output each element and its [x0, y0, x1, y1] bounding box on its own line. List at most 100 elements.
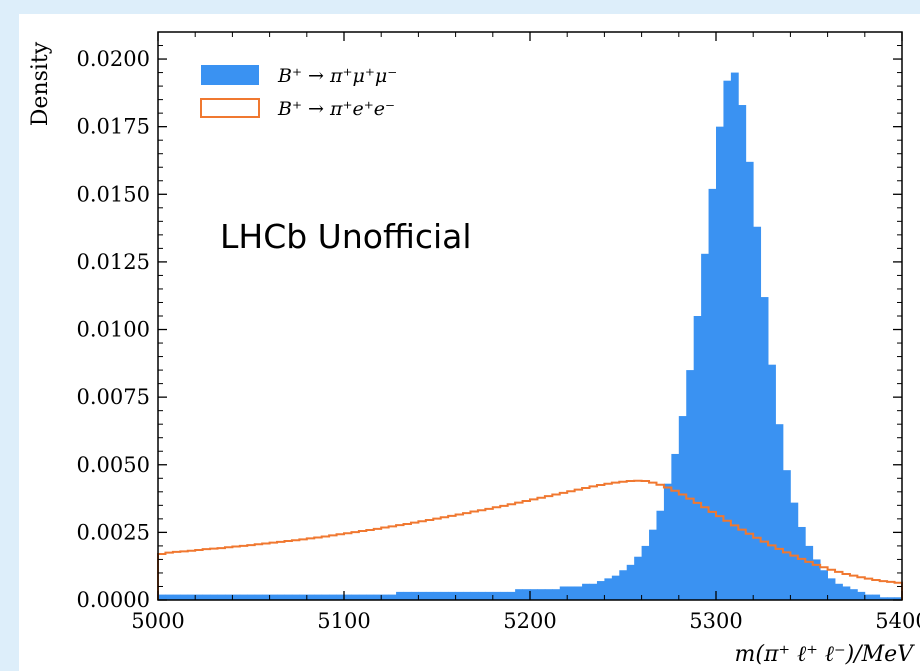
histogram-bar — [708, 188, 717, 600]
histogram-bar — [872, 594, 881, 600]
histogram-bar — [530, 589, 538, 600]
histogram-bar — [321, 594, 330, 600]
histogram-bar — [425, 591, 434, 600]
y-tick-label: 0.0100 — [77, 318, 150, 342]
histogram-bar — [649, 529, 657, 600]
muon-histogram-bars — [158, 72, 903, 601]
histogram-bar — [247, 594, 256, 600]
y-tick-label: 0.0075 — [77, 385, 150, 409]
histogram-bar — [812, 559, 821, 600]
histogram-bar — [165, 594, 174, 600]
histogram-bar — [336, 594, 345, 600]
histogram-bar — [611, 575, 620, 600]
x-tick-label: 5300 — [689, 609, 742, 633]
histogram-bar — [477, 591, 486, 600]
histogram-bar — [314, 594, 323, 600]
histogram-bar — [827, 578, 836, 600]
histogram-bar — [433, 591, 442, 600]
x-tick-label: 5100 — [317, 609, 370, 633]
histogram-bar — [820, 570, 828, 600]
histogram-bar — [388, 594, 397, 600]
x-tick-label: 5200 — [503, 609, 556, 633]
histogram-bar — [835, 583, 843, 600]
histogram-bar — [440, 591, 449, 600]
electron-histogram-step — [157, 479, 903, 600]
histogram-bar — [537, 589, 546, 600]
histogram-bar — [217, 594, 226, 600]
histogram-bar — [224, 594, 233, 600]
histogram-bar — [842, 586, 851, 600]
histogram-bar — [634, 556, 642, 600]
histogram-bar — [887, 597, 895, 600]
histogram-bar — [351, 594, 360, 600]
histogram-bar — [753, 226, 762, 600]
histogram-bar — [589, 583, 598, 600]
legend-swatch-electron — [200, 98, 260, 118]
histogram-bar — [418, 591, 427, 600]
histogram-bar — [366, 594, 375, 600]
histogram-bar — [864, 594, 873, 600]
histogram-bar — [262, 594, 270, 600]
histogram-bar — [701, 253, 709, 601]
histogram-bar — [686, 370, 695, 600]
histogram-bar — [574, 586, 583, 600]
histogram-bar — [187, 594, 196, 600]
histogram-bar — [730, 72, 739, 601]
histogram-bar — [656, 510, 665, 600]
histogram-bar — [277, 594, 285, 600]
watermark-text: LHCb Unofficial — [220, 217, 472, 256]
histogram-bar — [299, 594, 308, 600]
histogram-bar — [567, 586, 576, 600]
histogram-bar — [619, 570, 628, 600]
histogram-bar — [448, 591, 456, 600]
histogram-bar — [775, 424, 784, 600]
histogram-bar — [180, 594, 189, 600]
histogram-bar — [254, 594, 263, 600]
histogram-bar — [358, 594, 367, 600]
histogram-bar — [879, 597, 888, 600]
histogram-bar — [604, 578, 613, 600]
histogram-bar — [373, 594, 382, 600]
histogram-bar — [663, 483, 672, 600]
histogram-bar — [544, 589, 553, 600]
histogram-bar — [626, 564, 635, 600]
histogram-bar — [284, 594, 293, 600]
y-tick-label: 0.0025 — [77, 520, 150, 544]
y-tick-label: 0.0000 — [77, 588, 150, 612]
histogram-bar — [797, 526, 806, 600]
histogram-bar — [306, 594, 315, 600]
histogram-bar — [210, 594, 218, 600]
histogram-bar — [455, 591, 464, 600]
histogram-bar — [507, 591, 516, 600]
histogram-bar — [678, 416, 687, 600]
histogram-bar — [470, 591, 479, 600]
y-tick-label: 0.0125 — [77, 250, 150, 274]
y-tick-label: 0.0150 — [77, 182, 150, 206]
histogram-bar — [269, 594, 278, 600]
histogram-bar — [738, 105, 747, 601]
histogram-bar — [158, 594, 166, 600]
histogram-bar — [329, 594, 337, 600]
histogram-bar — [381, 594, 390, 600]
x-axis-title: m(π⁺ ℓ⁺ ℓ⁻)/MeV — [735, 642, 916, 667]
histogram-bar — [291, 594, 300, 600]
histogram-bar — [716, 126, 724, 601]
histogram-bar — [768, 364, 776, 600]
y-tick-label: 0.0200 — [77, 47, 150, 71]
histogram-bar — [559, 586, 568, 600]
histogram-bar — [641, 545, 650, 600]
histogram-bar — [723, 80, 732, 600]
histogram-bar — [239, 594, 248, 600]
histogram-bar — [500, 591, 509, 600]
histogram-bar — [410, 591, 419, 600]
histogram-bar — [485, 591, 494, 600]
histogram-bar — [552, 589, 561, 600]
histogram-bar — [232, 594, 241, 600]
histogram-bar — [202, 594, 211, 600]
histogram-bar — [790, 502, 799, 600]
histogram-bar — [745, 161, 754, 601]
